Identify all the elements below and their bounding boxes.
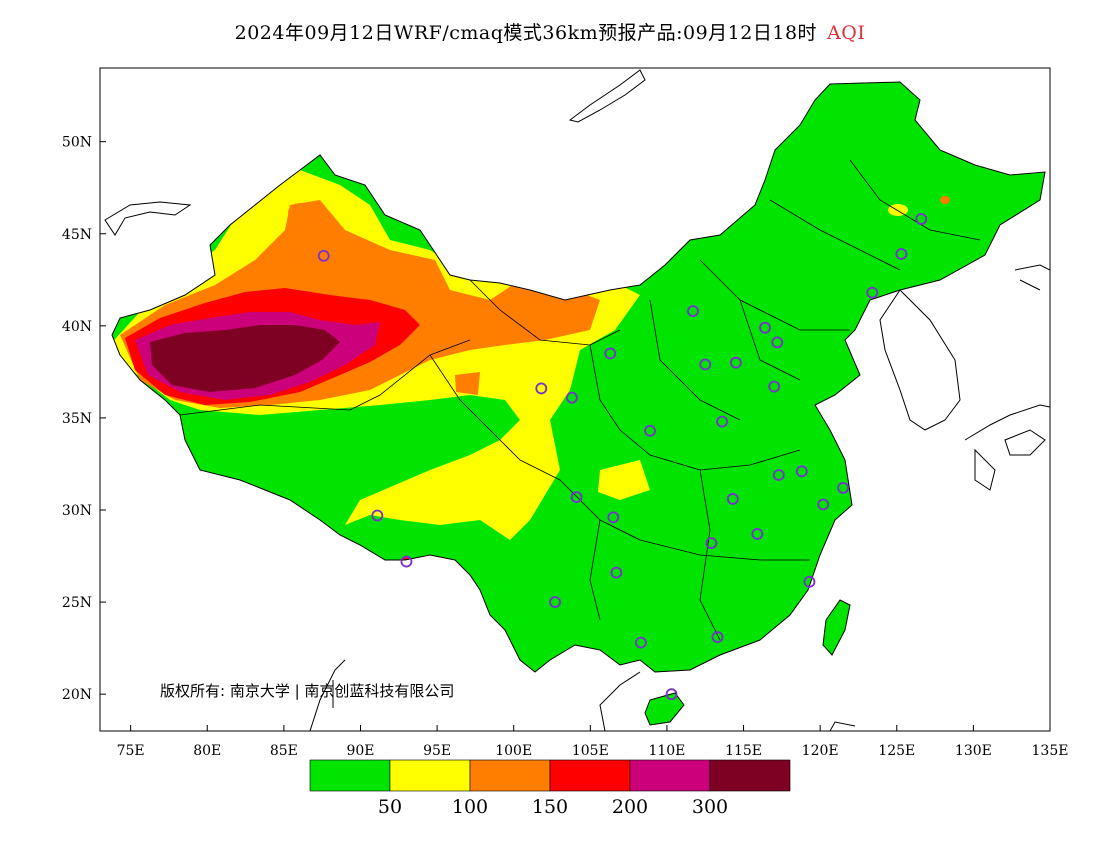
japan-hokkaido	[1014, 264, 1050, 291]
station-markers	[317, 213, 928, 701]
japan-coast	[964, 404, 1050, 491]
station-marker	[400, 555, 413, 568]
legend-swatch	[549, 759, 631, 792]
legend-swatch	[389, 759, 471, 792]
baikal-lake	[568, 69, 646, 123]
station-marker	[768, 380, 781, 393]
taiwan-coast	[822, 599, 851, 656]
station-marker	[535, 382, 548, 395]
korea-coast	[879, 289, 961, 431]
aqi-patch-orange	[940, 196, 950, 204]
legend-label: 200	[612, 796, 648, 818]
southeast-asia-coast	[309, 659, 856, 731]
station-marker	[607, 511, 620, 524]
station-marker	[866, 286, 879, 299]
y-tick-label: 25N	[62, 595, 92, 611]
station-marker	[610, 566, 623, 579]
y-tick-label: 50N	[62, 135, 92, 151]
x-axis: 75E 80E 85E 90E 95E 100E 105E 110E 115E 120E 125E 1…	[117, 725, 1069, 759]
aqi-patch-orange	[288, 203, 312, 223]
aqi-band-50-100	[598, 460, 650, 500]
station-marker	[895, 248, 908, 260]
x-tick-label: 100E	[495, 743, 532, 759]
station-marker	[772, 469, 785, 481]
station-marker	[371, 509, 384, 522]
x-tick-label: 120E	[802, 743, 839, 759]
color-legend: 50 100 150 200 300	[309, 759, 791, 818]
x-tick-label: 95E	[423, 743, 451, 759]
y-tick-label: 20N	[62, 687, 92, 703]
y-tick-label: 40N	[62, 319, 92, 335]
x-tick-label: 75E	[117, 743, 145, 759]
x-tick-label: 130E	[955, 743, 992, 759]
x-tick-label: 80E	[193, 743, 221, 759]
x-tick-label: 85E	[270, 743, 298, 759]
station-marker	[549, 596, 561, 608]
china-border	[111, 81, 1046, 673]
x-tick-label: 115E	[725, 743, 762, 759]
station-marker	[716, 415, 728, 428]
station-marker	[817, 498, 830, 511]
legend-label: 50	[378, 796, 402, 818]
station-marker	[699, 358, 712, 371]
station-marker	[317, 249, 330, 262]
y-tick-label: 30N	[62, 503, 92, 519]
aqi-band-over-300	[150, 325, 340, 392]
station-marker	[566, 391, 578, 404]
boundaries	[104, 69, 1050, 731]
hainan-coast	[644, 692, 685, 726]
aqi-patch-yellow	[888, 204, 908, 216]
legend-swatch	[709, 759, 791, 792]
legend-swatch	[629, 759, 711, 792]
title-variable: AQI	[827, 22, 866, 44]
station-marker	[644, 424, 656, 437]
x-tick-label: 135E	[1032, 743, 1069, 759]
station-marker	[604, 347, 617, 360]
station-marker	[687, 305, 699, 318]
station-marker	[705, 537, 718, 550]
station-marker	[729, 356, 742, 369]
station-marker	[915, 213, 928, 225]
y-tick-label: 35N	[62, 411, 92, 427]
copyright-text: 版权所有: 南京大学 | 南京创蓝科技有限公司	[160, 682, 454, 700]
station-marker	[803, 575, 816, 588]
station-marker	[726, 493, 739, 505]
x-tick-label: 105E	[572, 743, 609, 759]
station-marker	[751, 528, 764, 540]
legend-swatch	[309, 759, 391, 792]
legend-label: 100	[452, 796, 488, 818]
station-marker	[570, 491, 583, 504]
x-tick-label: 125E	[878, 743, 915, 759]
station-marker	[711, 631, 724, 643]
legend-label: 150	[532, 796, 568, 818]
y-tick-label: 45N	[62, 227, 92, 243]
aqi-band-100-150	[455, 372, 480, 395]
station-marker	[771, 336, 784, 349]
station-marker	[759, 321, 771, 334]
station-marker	[634, 636, 647, 649]
y-axis: 20N 25N 30N 35N 40N 45N 50N	[62, 135, 106, 703]
x-tick-label: 90E	[346, 743, 374, 759]
title-main: 2024年09月12日WRF/cmaq模式36km预报产品:09月12日18时	[234, 22, 818, 44]
station-marker	[795, 465, 808, 478]
x-tick-label: 110E	[648, 743, 685, 759]
province-lines	[179, 159, 981, 641]
legend-label: 300	[692, 796, 728, 818]
kazakh-lake	[104, 201, 192, 236]
map-title: 2024年09月12日WRF/cmaq模式36km预报产品:09月12日18时 A…	[0, 18, 1100, 45]
station-marker	[837, 481, 850, 494]
station-marker	[665, 688, 678, 701]
legend-swatch	[469, 759, 551, 792]
